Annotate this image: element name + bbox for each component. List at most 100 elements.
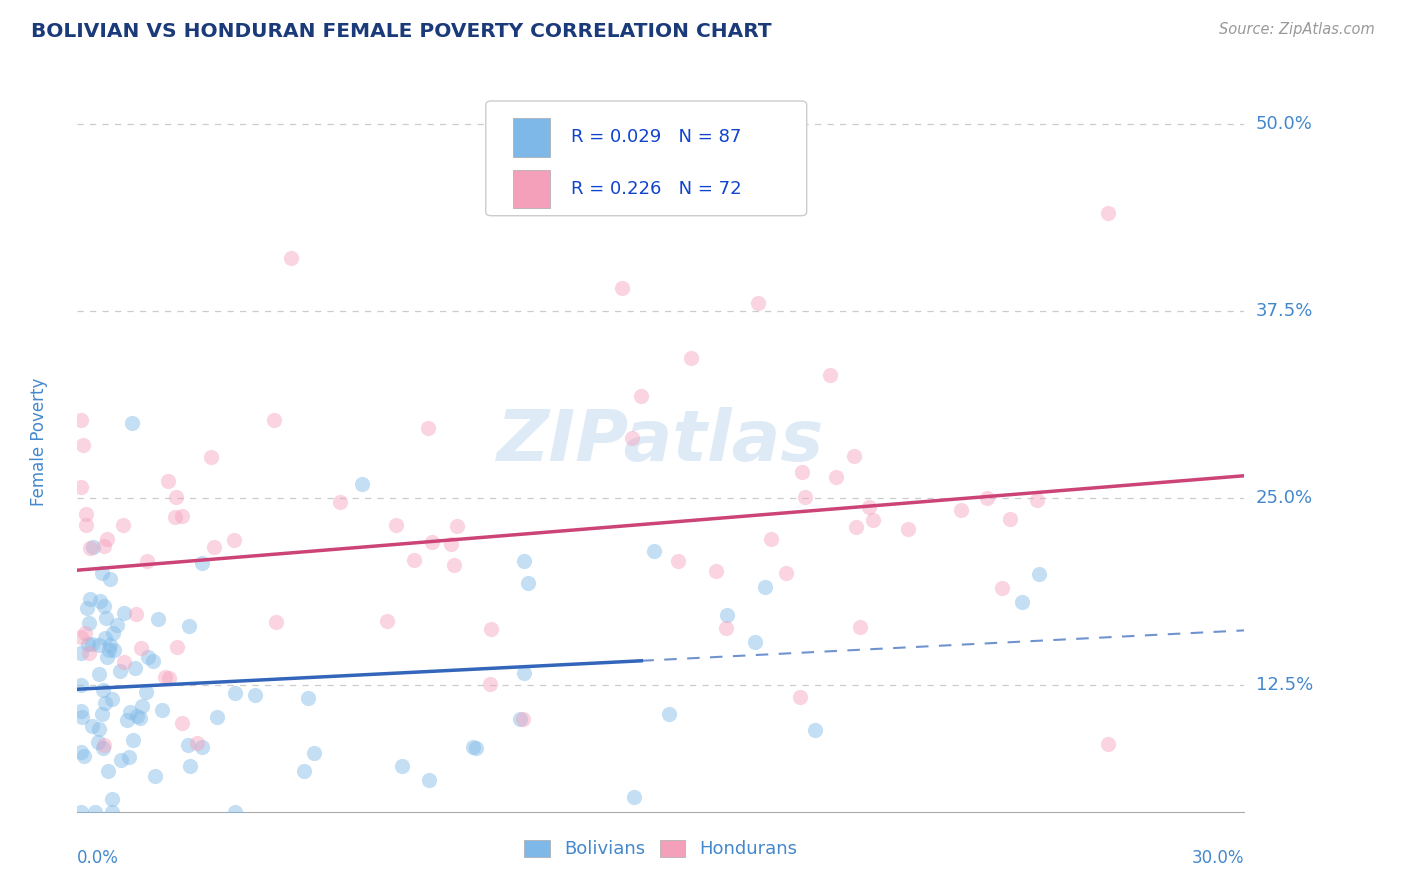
Point xyxy=(610,281,633,295)
Point xyxy=(245,689,267,703)
Point xyxy=(790,465,813,479)
Point xyxy=(70,480,93,494)
Point xyxy=(297,690,319,705)
Point xyxy=(512,712,534,726)
Point xyxy=(131,698,153,713)
Point xyxy=(70,678,93,692)
Point xyxy=(658,706,681,721)
Point xyxy=(72,438,94,452)
Text: BOLIVIAN VS HONDURAN FEMALE POVERTY CORRELATION CHART: BOLIVIAN VS HONDURAN FEMALE POVERTY CORR… xyxy=(31,22,772,41)
Point xyxy=(224,533,246,548)
Point xyxy=(79,591,101,606)
Point xyxy=(124,661,146,675)
Point xyxy=(418,772,440,787)
Point xyxy=(101,692,124,706)
Point xyxy=(75,507,97,521)
Point xyxy=(266,615,288,630)
Text: 37.5%: 37.5% xyxy=(1256,301,1313,319)
Point xyxy=(93,739,115,753)
Point xyxy=(350,476,373,491)
Point xyxy=(191,556,214,570)
Point xyxy=(117,713,139,727)
Point xyxy=(91,566,114,581)
Point xyxy=(976,491,998,505)
Point xyxy=(70,646,93,660)
Point xyxy=(443,558,465,572)
Point xyxy=(105,617,128,632)
Point xyxy=(110,753,132,767)
Point xyxy=(191,739,214,754)
Point xyxy=(79,541,101,555)
Point xyxy=(91,707,114,722)
Text: Source: ZipAtlas.com: Source: ZipAtlas.com xyxy=(1219,22,1375,37)
Point xyxy=(465,741,488,756)
Point xyxy=(1026,492,1049,507)
Text: 30.0%: 30.0% xyxy=(1192,849,1244,867)
Point xyxy=(747,296,769,310)
Point xyxy=(643,544,665,558)
Point xyxy=(80,719,103,733)
Point xyxy=(207,710,229,724)
Point xyxy=(681,351,703,365)
Point xyxy=(93,540,115,554)
Point xyxy=(108,665,131,679)
Point xyxy=(463,739,485,754)
Point xyxy=(82,637,104,651)
Point xyxy=(145,769,167,783)
Point xyxy=(153,670,176,684)
Point xyxy=(77,637,100,651)
Point xyxy=(70,805,93,819)
Point xyxy=(136,650,159,665)
Point xyxy=(416,421,439,435)
Point xyxy=(70,746,93,760)
Point xyxy=(94,631,117,645)
Point xyxy=(94,696,117,710)
Point xyxy=(135,685,157,699)
Point xyxy=(118,750,141,764)
Point xyxy=(1097,738,1119,752)
Text: R = 0.226   N = 72: R = 0.226 N = 72 xyxy=(571,180,741,198)
Point xyxy=(479,622,502,636)
Point xyxy=(263,413,285,427)
Point xyxy=(280,252,302,266)
Point xyxy=(478,677,501,691)
Point xyxy=(96,532,118,546)
Point xyxy=(716,607,738,622)
Point xyxy=(98,638,121,652)
Legend: Bolivians, Hondurans: Bolivians, Hondurans xyxy=(517,832,804,865)
Point xyxy=(177,738,200,752)
Point xyxy=(224,686,246,700)
Point xyxy=(375,615,398,629)
Point xyxy=(179,619,201,633)
Point xyxy=(512,554,534,568)
Point xyxy=(101,805,124,819)
Point xyxy=(897,522,920,536)
Point xyxy=(446,518,468,533)
Point xyxy=(1011,595,1033,609)
Point xyxy=(292,764,315,778)
Point xyxy=(1028,567,1050,582)
Point xyxy=(87,666,110,681)
Point xyxy=(759,532,782,546)
Point xyxy=(166,640,188,654)
Point xyxy=(103,626,125,640)
Point xyxy=(391,758,413,772)
Text: ZIPatlas: ZIPatlas xyxy=(498,407,824,476)
Point xyxy=(179,759,201,773)
Point xyxy=(385,517,408,532)
Point xyxy=(623,789,645,804)
Point xyxy=(77,616,100,631)
Point xyxy=(136,554,159,568)
Point xyxy=(131,641,153,656)
Point xyxy=(142,654,165,668)
Point xyxy=(157,671,180,685)
FancyBboxPatch shape xyxy=(486,101,807,216)
Point xyxy=(98,572,121,586)
Text: Female Poverty: Female Poverty xyxy=(30,377,48,506)
Point xyxy=(224,805,246,819)
Point xyxy=(70,413,93,427)
Point xyxy=(794,490,817,504)
Point xyxy=(97,643,120,657)
Bar xyxy=(513,169,550,209)
Point xyxy=(186,736,208,750)
